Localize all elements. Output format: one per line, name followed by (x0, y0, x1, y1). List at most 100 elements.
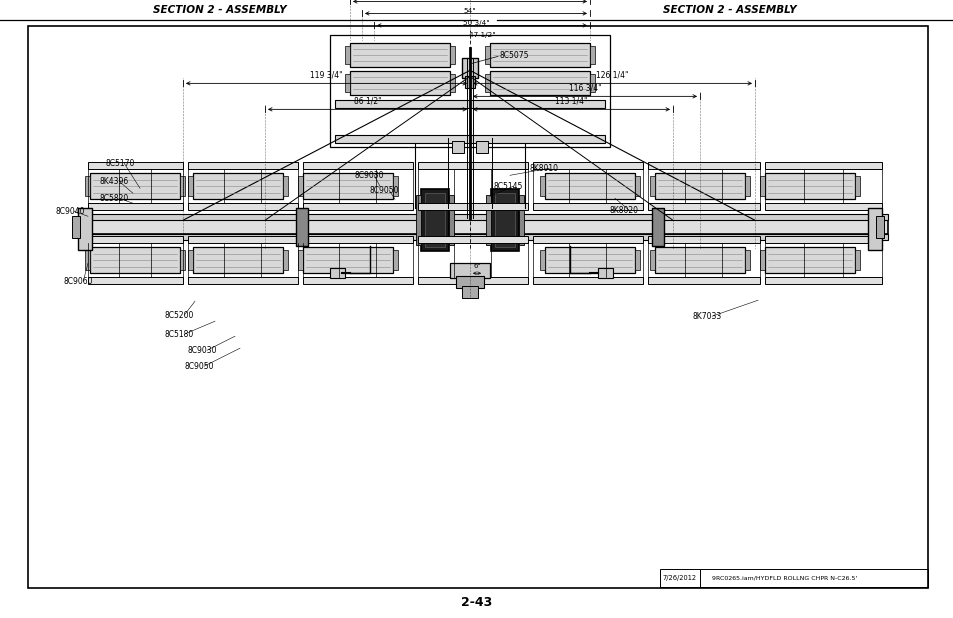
Bar (875, 216, 883, 239)
Text: 86 1/2": 86 1/2" (354, 96, 381, 105)
Bar (533, 203, 642, 210)
Bar (854, 250, 859, 270)
Text: 8C9060: 8C9060 (64, 277, 93, 286)
Bar (760, 176, 764, 197)
Text: 54": 54" (463, 9, 476, 14)
Bar (71, 216, 80, 239)
Bar (764, 203, 882, 210)
Bar (303, 163, 413, 169)
Bar (420, 189, 449, 252)
Bar (90, 247, 180, 273)
Bar (649, 250, 655, 270)
Bar (456, 276, 483, 288)
Bar (88, 163, 183, 169)
Bar (393, 176, 397, 197)
Text: 8C5200: 8C5200 (165, 311, 194, 320)
Bar (303, 173, 393, 199)
Bar (78, 208, 91, 250)
Bar (647, 163, 760, 169)
Bar (635, 176, 639, 197)
Bar (764, 236, 882, 243)
Bar (82, 220, 887, 234)
Bar (647, 277, 760, 284)
Bar (188, 203, 297, 210)
Bar (417, 236, 527, 243)
Bar (655, 247, 744, 273)
Bar (345, 74, 350, 92)
Bar (647, 236, 760, 243)
Bar (450, 46, 455, 64)
Bar (533, 163, 642, 169)
Text: SECTION 2 - ASSEMBLY: SECTION 2 - ASSEMBLY (153, 6, 287, 15)
Bar (295, 208, 308, 246)
Bar (589, 74, 595, 92)
Bar (649, 176, 655, 197)
Text: 126 1/4": 126 1/4" (596, 70, 628, 79)
Text: 8C5180: 8C5180 (165, 329, 194, 339)
Bar (297, 250, 303, 270)
Bar (283, 176, 288, 197)
Bar (350, 72, 450, 95)
Text: 8C5170: 8C5170 (105, 159, 134, 168)
Bar (461, 58, 477, 78)
Bar (90, 173, 180, 199)
Bar (85, 176, 90, 197)
Text: 8K8010: 8K8010 (530, 164, 558, 173)
Bar (484, 74, 490, 92)
Bar (533, 277, 642, 284)
Bar (350, 43, 450, 67)
Bar (476, 142, 488, 153)
Bar (193, 247, 283, 273)
Bar (764, 163, 882, 169)
Bar (424, 193, 444, 247)
Bar (452, 142, 463, 153)
Text: 8C5145: 8C5145 (494, 182, 523, 191)
Bar (760, 250, 764, 270)
Bar (491, 189, 518, 252)
Text: 8K7033: 8K7033 (692, 311, 721, 321)
Bar (544, 247, 635, 273)
Bar (485, 195, 491, 245)
Text: 9RC0265.iam/HYDFLD ROLLNG CHPR N-C26.5': 9RC0265.iam/HYDFLD ROLLNG CHPR N-C26.5' (712, 575, 857, 580)
Bar (539, 250, 544, 270)
Bar (335, 100, 604, 108)
Bar (544, 173, 635, 199)
Text: 47 1/2": 47 1/2" (468, 32, 495, 38)
Bar (188, 250, 193, 270)
Bar (180, 176, 185, 197)
Bar (744, 250, 749, 270)
Bar (303, 203, 413, 210)
Bar (764, 277, 882, 284)
Bar (744, 176, 749, 197)
Bar (589, 46, 595, 64)
Text: 119 3/4": 119 3/4" (310, 70, 342, 79)
Bar (417, 203, 527, 210)
Bar (283, 250, 288, 270)
Bar (180, 250, 185, 270)
Bar (297, 176, 303, 197)
Bar (461, 286, 477, 298)
Text: 8K8020: 8K8020 (609, 206, 639, 215)
Bar (655, 173, 744, 199)
Text: 8C9030: 8C9030 (188, 345, 217, 355)
Bar (303, 236, 413, 243)
Text: 50 3/4": 50 3/4" (462, 20, 489, 27)
Text: SECTION 2 - ASSEMBLY: SECTION 2 - ASSEMBLY (662, 6, 796, 15)
Text: 113 1/4": 113 1/4" (555, 96, 587, 105)
Bar (417, 277, 527, 284)
Text: 2-43: 2-43 (461, 596, 492, 609)
Text: 8C5820: 8C5820 (100, 194, 129, 203)
Bar (464, 77, 475, 88)
Text: 8C9050: 8C9050 (185, 362, 214, 371)
Text: 8K4396: 8K4396 (100, 177, 129, 186)
Bar (659, 569, 927, 587)
Bar (518, 195, 523, 245)
Bar (335, 135, 604, 143)
Bar (188, 236, 297, 243)
Bar (188, 163, 297, 169)
Bar (303, 277, 413, 284)
Bar (495, 193, 515, 247)
Bar (598, 268, 613, 278)
Bar (533, 236, 642, 243)
Bar (330, 268, 345, 278)
